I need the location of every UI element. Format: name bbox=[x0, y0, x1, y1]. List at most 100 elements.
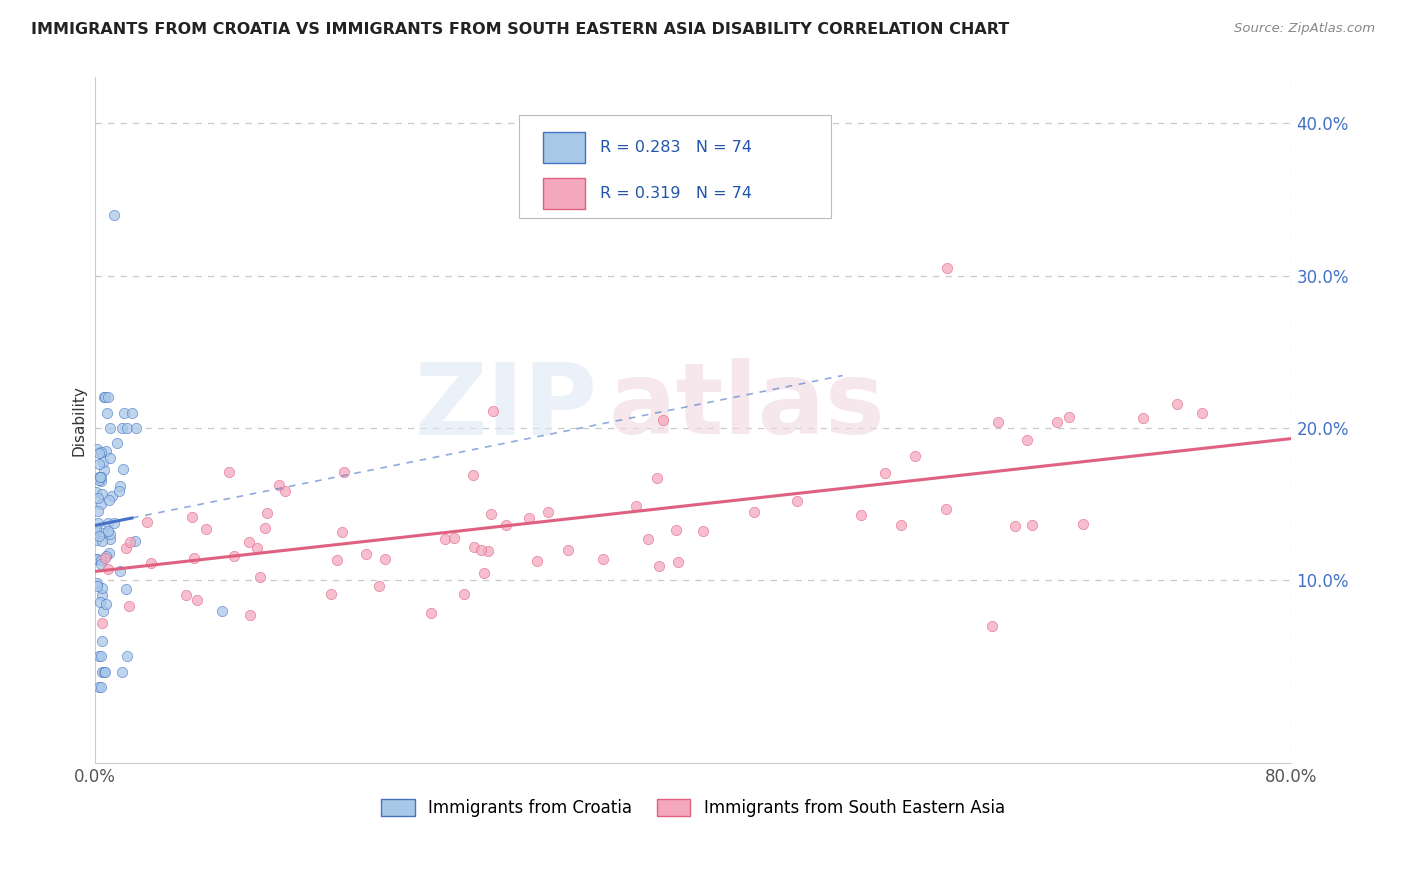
Text: Source: ZipAtlas.com: Source: ZipAtlas.com bbox=[1234, 22, 1375, 36]
Point bbox=[84, 522, 107, 536]
Point bbox=[537, 504, 560, 518]
Point bbox=[648, 559, 671, 574]
Point bbox=[211, 604, 233, 618]
Point bbox=[96, 406, 118, 420]
Point bbox=[87, 473, 110, 487]
Point bbox=[98, 546, 121, 560]
Point bbox=[273, 483, 295, 498]
Point bbox=[1046, 415, 1069, 429]
Point bbox=[110, 665, 132, 679]
Point bbox=[91, 634, 114, 648]
Point bbox=[117, 421, 139, 435]
Point bbox=[91, 581, 114, 595]
Point bbox=[103, 516, 125, 531]
Point bbox=[1166, 397, 1188, 411]
Point bbox=[692, 524, 714, 538]
Point bbox=[987, 415, 1010, 429]
Point bbox=[90, 588, 112, 602]
Point bbox=[218, 465, 240, 479]
Legend: Immigrants from Croatia, Immigrants from South Eastern Asia: Immigrants from Croatia, Immigrants from… bbox=[374, 792, 1011, 823]
Point bbox=[93, 463, 115, 477]
Point bbox=[326, 552, 349, 566]
Point bbox=[108, 565, 131, 579]
Point bbox=[246, 541, 269, 555]
Point bbox=[434, 533, 457, 547]
Point bbox=[87, 504, 110, 518]
Point bbox=[904, 450, 927, 464]
Point bbox=[453, 587, 475, 601]
Point bbox=[90, 680, 112, 694]
Point bbox=[89, 457, 111, 471]
Point bbox=[108, 479, 131, 493]
Point bbox=[482, 404, 505, 418]
Point bbox=[461, 468, 484, 483]
Point bbox=[94, 391, 117, 405]
Point bbox=[90, 497, 112, 511]
Point bbox=[330, 524, 353, 539]
Text: IMMIGRANTS FROM CROATIA VS IMMIGRANTS FROM SOUTH EASTERN ASIA DISABILITY CORRELA: IMMIGRANTS FROM CROATIA VS IMMIGRANTS FR… bbox=[31, 22, 1010, 37]
Point bbox=[93, 455, 115, 469]
Point bbox=[479, 507, 502, 521]
Point bbox=[93, 665, 115, 679]
Point bbox=[121, 406, 143, 420]
Point bbox=[1191, 406, 1213, 420]
Point bbox=[91, 615, 114, 630]
Point bbox=[626, 499, 648, 513]
Point bbox=[103, 208, 125, 222]
Point bbox=[136, 515, 159, 529]
Point bbox=[253, 521, 276, 535]
Point bbox=[90, 558, 112, 572]
Point bbox=[224, 549, 246, 563]
Point bbox=[86, 579, 108, 593]
Point bbox=[117, 599, 139, 613]
Point bbox=[637, 532, 659, 546]
Point bbox=[90, 474, 112, 488]
Point bbox=[981, 619, 1004, 633]
Point bbox=[96, 443, 118, 458]
Text: ZIP: ZIP bbox=[415, 358, 598, 455]
Point bbox=[470, 542, 492, 557]
Point bbox=[86, 442, 108, 456]
Point bbox=[110, 421, 132, 435]
Point bbox=[93, 391, 115, 405]
Point bbox=[557, 542, 579, 557]
Point bbox=[86, 552, 108, 566]
Point bbox=[87, 516, 110, 530]
Point bbox=[517, 511, 540, 525]
Point bbox=[665, 523, 688, 537]
Point bbox=[94, 665, 117, 679]
Point bbox=[87, 491, 110, 505]
Point bbox=[105, 436, 128, 450]
FancyBboxPatch shape bbox=[543, 132, 585, 163]
Text: R = 0.283   N = 74: R = 0.283 N = 74 bbox=[600, 140, 752, 155]
Point bbox=[443, 532, 465, 546]
Point bbox=[97, 516, 120, 530]
FancyBboxPatch shape bbox=[519, 115, 831, 218]
Point bbox=[186, 592, 208, 607]
Point bbox=[125, 421, 148, 435]
Point bbox=[89, 595, 111, 609]
Point bbox=[139, 556, 162, 570]
Point bbox=[98, 526, 121, 541]
Point bbox=[477, 543, 499, 558]
Point bbox=[111, 461, 134, 475]
Point bbox=[238, 535, 260, 549]
Point bbox=[319, 586, 342, 600]
Point bbox=[115, 582, 138, 596]
Point bbox=[935, 501, 957, 516]
Point bbox=[742, 505, 765, 519]
Point bbox=[526, 554, 548, 568]
Point bbox=[267, 478, 290, 492]
Y-axis label: Disability: Disability bbox=[72, 384, 86, 456]
Point bbox=[495, 518, 517, 533]
Point bbox=[374, 552, 396, 566]
Point bbox=[652, 413, 675, 427]
Point bbox=[98, 451, 121, 466]
Point bbox=[100, 533, 122, 547]
Point bbox=[239, 607, 262, 622]
Point bbox=[1132, 411, 1154, 425]
Point bbox=[124, 534, 146, 549]
Point bbox=[84, 533, 107, 547]
Point bbox=[849, 508, 872, 522]
Point bbox=[463, 540, 485, 554]
